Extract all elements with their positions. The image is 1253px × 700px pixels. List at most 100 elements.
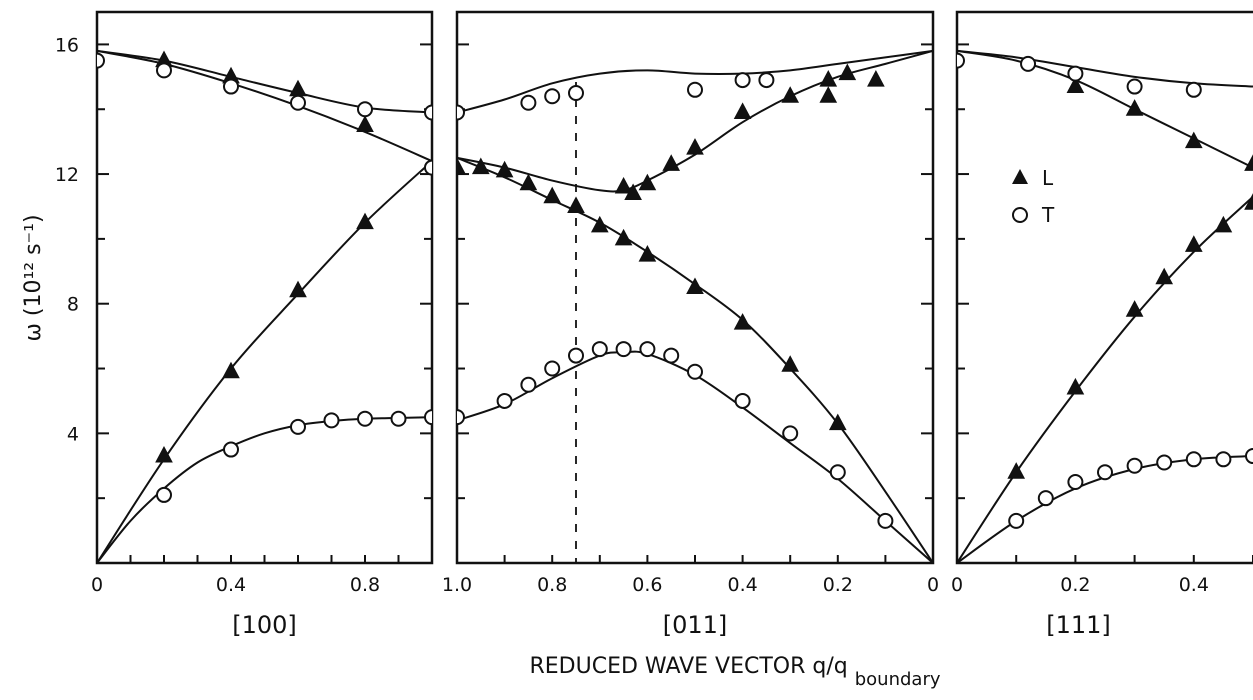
panel-011: 1.0 0.8 0.6 0.4 0.2 0 [011]: [442, 10, 939, 639]
y-tick-label: 16: [55, 34, 79, 56]
direction-label: [100]: [232, 611, 297, 639]
data-point-L: [543, 186, 562, 204]
data-point-L: [471, 157, 490, 175]
data-point-T: [1185, 81, 1202, 98]
data-point-L: [1244, 154, 1253, 171]
x-tick-label: 0.6: [632, 574, 662, 596]
data-point-L: [686, 138, 704, 155]
data-point-T: [520, 376, 537, 393]
data-point-L: [356, 212, 374, 230]
data-point-T: [734, 72, 751, 89]
data-point-L: [495, 160, 514, 178]
panel-111: 0 0.2 0.4 [111]: [951, 10, 1253, 639]
data-point-L: [867, 70, 885, 87]
x-tick-label: 0.4: [1179, 574, 1209, 596]
data-point-L: [819, 86, 838, 103]
x-tick-label: 0.4: [216, 574, 246, 596]
x-tick-label: 0.8: [350, 574, 380, 596]
dispersion-curve-1: [957, 49, 1253, 169]
data-point-T: [957, 52, 965, 69]
data-point-T: [1126, 78, 1143, 95]
panels-layer: 0 0.4 0.8 [100] 1.0 0.8 0.6 0.4 0.2 0 [011] 0 0.2 0.4…: [55, 10, 1253, 639]
data-point-L: [567, 196, 585, 213]
data-point-L: [289, 79, 307, 97]
data-point-T: [223, 441, 239, 458]
direction-label: [111]: [1046, 611, 1111, 639]
data-point-L: [1066, 377, 1085, 395]
data-point-T: [734, 392, 751, 409]
dispersion-curve-3: [97, 416, 432, 563]
data-point-L: [828, 413, 847, 431]
x-axis-label: REDUCED WAVE VECTOR q/q boundary: [529, 654, 940, 690]
data-point-L: [838, 63, 857, 81]
data-point-L: [662, 154, 681, 171]
data-point-L: [1066, 76, 1085, 94]
data-point-T: [290, 94, 306, 111]
dispersion-curve-0: [957, 49, 1253, 88]
data-point-L: [614, 176, 633, 194]
legend: LT: [1012, 166, 1055, 227]
data-point-T: [1067, 65, 1084, 82]
data-point-T: [639, 341, 656, 358]
dispersion-curve-2: [957, 196, 1253, 563]
data-point-L: [1125, 99, 1144, 116]
data-point-T: [663, 347, 680, 364]
y-axis-label: ω (10¹² s⁻¹): [21, 214, 46, 341]
data-point-L: [457, 157, 466, 175]
x-tick-label: 0: [91, 574, 103, 596]
data-point-L: [1007, 462, 1026, 479]
data-point-L: [638, 245, 657, 262]
data-point-T: [1067, 473, 1084, 490]
data-point-T: [424, 159, 432, 176]
panel-100: 0 0.4 0.8 [100]: [91, 10, 434, 639]
plot-area: [97, 49, 432, 563]
legend-marker-L: [1012, 169, 1028, 184]
data-point-T: [1037, 490, 1054, 507]
x-tick-label: 0.8: [537, 574, 567, 596]
data-point-L: [733, 313, 752, 330]
data-point-T: [615, 341, 632, 358]
y-tick-label: 12: [55, 164, 79, 186]
data-point-T: [520, 94, 537, 111]
data-point-T: [156, 486, 172, 503]
data-point-T: [457, 409, 465, 426]
data-point-L: [819, 70, 838, 87]
data-point-L: [1184, 235, 1203, 252]
data-point-T: [1020, 55, 1037, 72]
legend-label: T: [1041, 203, 1055, 227]
data-point-T: [1156, 454, 1173, 471]
data-point-L: [614, 228, 633, 246]
x-tick-label: 1.0: [442, 574, 472, 596]
x-axis-label-main: REDUCED WAVE VECTOR q/q: [529, 654, 847, 679]
data-point-T: [156, 62, 172, 79]
data-point-T: [457, 104, 465, 121]
data-point-L: [1244, 193, 1253, 210]
data-point-L: [1184, 131, 1203, 149]
data-point-T: [829, 464, 846, 481]
data-point-T: [390, 410, 407, 427]
legend-marker-T: [1012, 207, 1028, 223]
data-point-T: [1245, 448, 1253, 465]
data-point-T: [1185, 451, 1202, 468]
panel-frame: [955, 10, 1253, 565]
data-point-T: [544, 88, 561, 105]
data-point-T: [357, 101, 373, 118]
data-point-L: [1125, 300, 1144, 317]
data-point-L: [356, 115, 374, 132]
data-point-T: [496, 392, 513, 409]
data-point-L: [781, 86, 800, 103]
data-point-L: [624, 183, 642, 201]
data-point-L: [781, 355, 800, 372]
data-point-L: [519, 173, 538, 191]
data-point-T: [687, 363, 703, 380]
x-axis-label-subscript: boundary: [855, 669, 941, 690]
data-point-T: [568, 347, 584, 364]
dispersion-curve-0: [457, 49, 933, 114]
data-point-T: [424, 409, 432, 426]
data-point-T: [1126, 457, 1143, 474]
data-point-T: [782, 425, 799, 442]
data-point-L: [638, 173, 657, 191]
data-point-T: [568, 85, 584, 102]
data-point-L: [686, 277, 704, 294]
